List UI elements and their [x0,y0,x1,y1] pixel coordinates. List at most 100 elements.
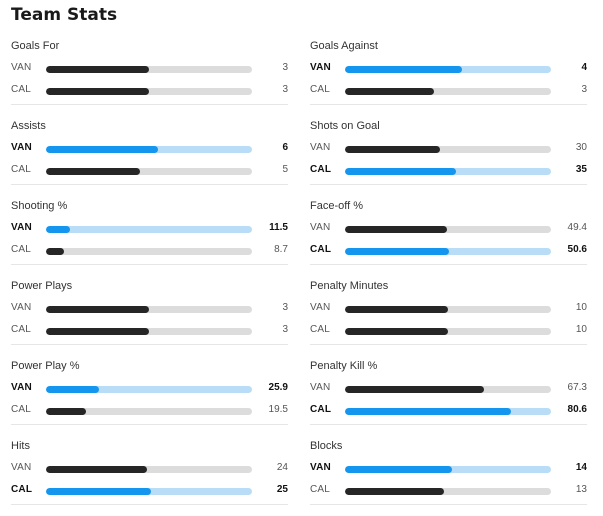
stat-row-van: VAN 10 [310,302,587,316]
stat-value: 67.3 [567,382,587,393]
stat-bar [46,248,252,255]
stat-bar [46,488,252,495]
stat-label: Power Play % [11,360,80,372]
stat-label: Goals Against [310,40,378,52]
stat-row-cal: CAL 80.6 [310,404,587,418]
stat-label: Hits [11,440,30,452]
stat-row-cal: CAL 19.5 [11,404,288,418]
stat-bar [46,466,252,473]
stat-assists: Assists VAN 6 CAL 5 [11,116,288,196]
team-abbr: VAN [310,462,331,473]
stat-bar [46,66,252,73]
team-abbr: VAN [11,222,32,233]
stat-value: 3 [581,84,587,95]
stat-bar [46,226,252,233]
divider [310,424,587,425]
stat-value: 50.6 [567,244,587,255]
stat-label: Shooting % [11,200,68,212]
team-abbr: CAL [11,244,32,255]
stat-row-cal: CAL 3 [11,84,288,98]
divider [310,264,587,265]
divider [310,104,587,105]
stat-bar [345,466,551,473]
stat-row-van: VAN 30 [310,142,587,156]
team-abbr: CAL [11,404,32,415]
stat-bar-fill [46,488,152,495]
team-abbr: CAL [11,484,33,495]
stat-bar-fill [345,306,448,313]
stat-row-cal: CAL 8.7 [11,244,288,258]
stat-value: 6 [282,142,288,153]
stat-value: 3 [282,84,288,95]
stat-goals-for: Goals For VAN 3 CAL 3 [11,36,288,116]
team-abbr: CAL [310,244,332,255]
team-abbr: VAN [310,382,331,393]
stat-penalty-kill-pct: Penalty Kill % VAN 67.3 CAL 80.6 [310,356,587,436]
team-abbr: CAL [11,324,32,335]
stat-bar-fill [46,66,149,73]
stat-bar-fill [345,328,448,335]
stat-bar-fill [345,248,450,255]
stat-bar-fill [345,226,447,233]
team-abbr: CAL [11,164,32,175]
stat-bar-fill [345,146,440,153]
stat-value: 14 [575,462,587,473]
stat-bar [345,66,551,73]
team-abbr: VAN [11,462,32,473]
stat-value: 25.9 [268,382,288,393]
team-abbr: VAN [11,302,32,313]
stat-shots-on-goal: Shots on Goal VAN 30 CAL 35 [310,116,587,196]
stat-value: 24 [276,462,288,473]
divider [11,504,288,505]
stat-bar-fill [345,168,457,175]
team-abbr: VAN [11,62,32,73]
stat-bar-fill [345,466,453,473]
stat-bar-fill [46,328,149,335]
stat-bar [345,226,551,233]
stat-bar-fill [46,88,149,95]
team-abbr: VAN [310,142,331,153]
stat-power-plays: Power Plays VAN 3 CAL 3 [11,276,288,356]
stat-hits: Hits VAN 24 CAL 25 [11,436,288,516]
divider [11,104,288,105]
team-abbr: CAL [310,484,331,495]
team-abbr: CAL [310,404,332,415]
stat-label: Penalty Minutes [310,280,389,292]
stat-row-van: VAN 11.5 [11,222,288,236]
stat-row-cal: CAL 35 [310,164,587,178]
stat-bar-fill [345,66,463,73]
stat-label: Blocks [310,440,343,452]
divider [11,184,288,185]
stat-bar [345,306,551,313]
stat-bar [46,88,252,95]
stat-row-van: VAN 3 [11,62,288,76]
team-abbr: VAN [310,222,331,233]
stat-value: 10 [575,324,587,335]
stat-bar-fill [46,408,87,415]
team-abbr: VAN [11,142,32,153]
stat-bar-fill [46,466,147,473]
stat-row-van: VAN 24 [11,462,288,476]
stat-row-cal: CAL 50.6 [310,244,587,258]
stat-bar-fill [46,226,70,233]
divider [310,344,587,345]
stat-bar-fill [46,386,100,393]
stat-power-play-pct: Power Play % VAN 25.9 CAL 19.5 [11,356,288,436]
stat-value: 35 [575,164,587,175]
stat-row-cal: CAL 13 [310,484,587,498]
stat-label: Shots on Goal [310,120,380,132]
stat-row-van: VAN 3 [11,302,288,316]
stat-row-van: VAN 25.9 [11,382,288,396]
stat-bar-fill [46,168,140,175]
stat-value: 11.5 [269,222,288,233]
stat-face-off-pct: Face-off % VAN 49.4 CAL 50.6 [310,196,587,276]
team-abbr: CAL [310,84,331,95]
stat-bar-fill [345,88,434,95]
stat-value: 13 [575,484,587,495]
stat-value: 49.4 [567,222,587,233]
stat-bar [345,328,551,335]
stat-row-van: VAN 4 [310,62,587,76]
divider [11,264,288,265]
stat-bar [46,146,252,153]
